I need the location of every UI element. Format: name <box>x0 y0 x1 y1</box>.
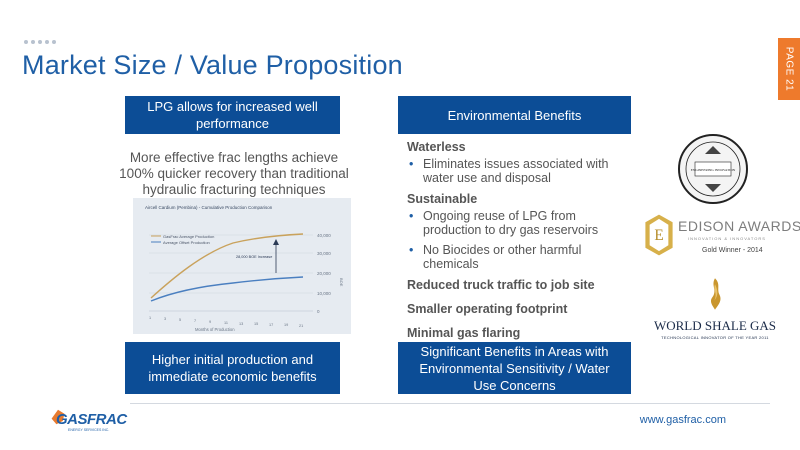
y-axis-label: BOE <box>339 278 344 287</box>
title-dots <box>24 40 56 44</box>
initial-production-footer: Higher initial production and immediate … <box>125 342 340 394</box>
increase-annotation: 28,000 BOE Increase <box>236 255 272 259</box>
significant-benefits-footer: Significant Benefits in Areas with Envir… <box>398 342 631 394</box>
x-tick-label: 21 <box>299 324 303 328</box>
engineering-innovation-seal: ENGINEERING INNOVATION <box>675 132 751 206</box>
y-tick-label: 10,000 <box>317 291 331 296</box>
production-comparison-chart: Aircell Cardium (Pembina) - Cumulative P… <box>133 198 351 334</box>
website-link[interactable]: www.gasfrac.com <box>639 414 726 426</box>
gasfrac-logo-text: GASFRAC <box>56 411 127 428</box>
benefit-bullet: Eliminates issues associated with water … <box>407 157 635 185</box>
benefit-bullet: Ongoing reuse of LPG from production to … <box>407 209 635 237</box>
gasfrac-logo: GASFRAC ENERGY SERVICES INC. <box>50 407 130 433</box>
edison-awards-subtitle: INNOVATION & INNOVATORS <box>688 236 766 241</box>
legend-gasfrac: GasFrac Average Production <box>163 234 214 239</box>
x-tick-label: 17 <box>269 323 273 327</box>
benefit-bullet: No Biocides or other harmful chemicals <box>407 243 635 271</box>
edison-awards-logo: E EDISON AWARDS INNOVATION & INNOVATORS … <box>640 209 800 265</box>
page-number-tab: PAGE 21 <box>778 38 800 100</box>
significant-benefits-footer-text: Significant Benefits in Areas with Envir… <box>419 343 610 393</box>
x-tick-label: 1 <box>149 316 151 320</box>
y-tick-label: 40,000 <box>317 233 331 238</box>
x-tick-label: 3 <box>164 317 166 321</box>
x-tick-label: 5 <box>179 318 181 322</box>
y-tick-label: 0 <box>317 309 320 314</box>
x-tick-label: 7 <box>194 319 196 323</box>
frac-lengths-statement: More effective frac lengths achieve 100%… <box>119 150 349 197</box>
benefit-item: Minimal gas flaring <box>407 326 521 340</box>
world-shale-gas-subtitle: TECHNOLOGICAL INNOVATOR OF THE YEAR 2011 <box>661 335 769 340</box>
footer-divider <box>130 403 770 404</box>
world-shale-gas-logo: WORLD SHALE GAS TECHNOLOGICAL INNOVATOR … <box>645 272 785 350</box>
benefit-heading: Sustainable <box>407 192 478 206</box>
benefit-group-waterless: Waterless Eliminates issues associated w… <box>407 140 635 185</box>
benefit-heading: Waterless <box>407 140 466 154</box>
environmental-benefits-header: Environmental Benefits <box>398 96 631 134</box>
gasfrac-series-line <box>150 233 304 299</box>
environmental-benefits-list: Waterless Eliminates issues associated w… <box>407 140 635 350</box>
x-tick-label: 19 <box>284 323 288 327</box>
x-tick-label: 13 <box>239 322 243 326</box>
gasfrac-logo-tagline: ENERGY SERVICES INC. <box>68 428 110 432</box>
legend-offset: Average Offset Production <box>163 240 210 245</box>
x-tick-label: 9 <box>209 320 211 324</box>
slide-title: Market Size / Value Proposition <box>22 50 403 80</box>
chart-title: Aircell Cardium (Pembina) - Cumulative P… <box>145 205 273 210</box>
x-tick-label: 11 <box>224 321 228 325</box>
y-tick-label: 20,000 <box>317 271 331 276</box>
page-number: PAGE 21 <box>783 46 795 92</box>
initial-production-footer-text: Higher initial production and immediate … <box>148 352 317 384</box>
seal-text: ENGINEERING INNOVATION <box>691 168 736 172</box>
benefit-item: Smaller operating footprint <box>407 302 568 316</box>
world-shale-gas-name: WORLD SHALE GAS <box>653 318 777 333</box>
lpg-performance-header: LPG allows for increased well performanc… <box>125 96 340 134</box>
offset-series-line <box>150 276 304 302</box>
x-axis-label: Months of Production <box>195 327 235 332</box>
edison-gold-winner: Gold Winner - 2014 <box>702 247 763 254</box>
y-tick-label: 30,000 <box>317 251 331 256</box>
x-tick-label: 15 <box>254 322 258 326</box>
edison-awards-name: EDISON AWARDS <box>678 218 800 234</box>
benefit-item: Reduced truck traffic to job site <box>407 278 595 292</box>
lpg-performance-header-text: LPG allows for increased well performanc… <box>147 99 318 131</box>
benefit-group-sustainable: Sustainable Ongoing reuse of LPG from pr… <box>407 192 635 271</box>
svg-text:E: E <box>654 227 663 244</box>
environmental-benefits-header-text: Environmental Benefits <box>447 107 582 123</box>
